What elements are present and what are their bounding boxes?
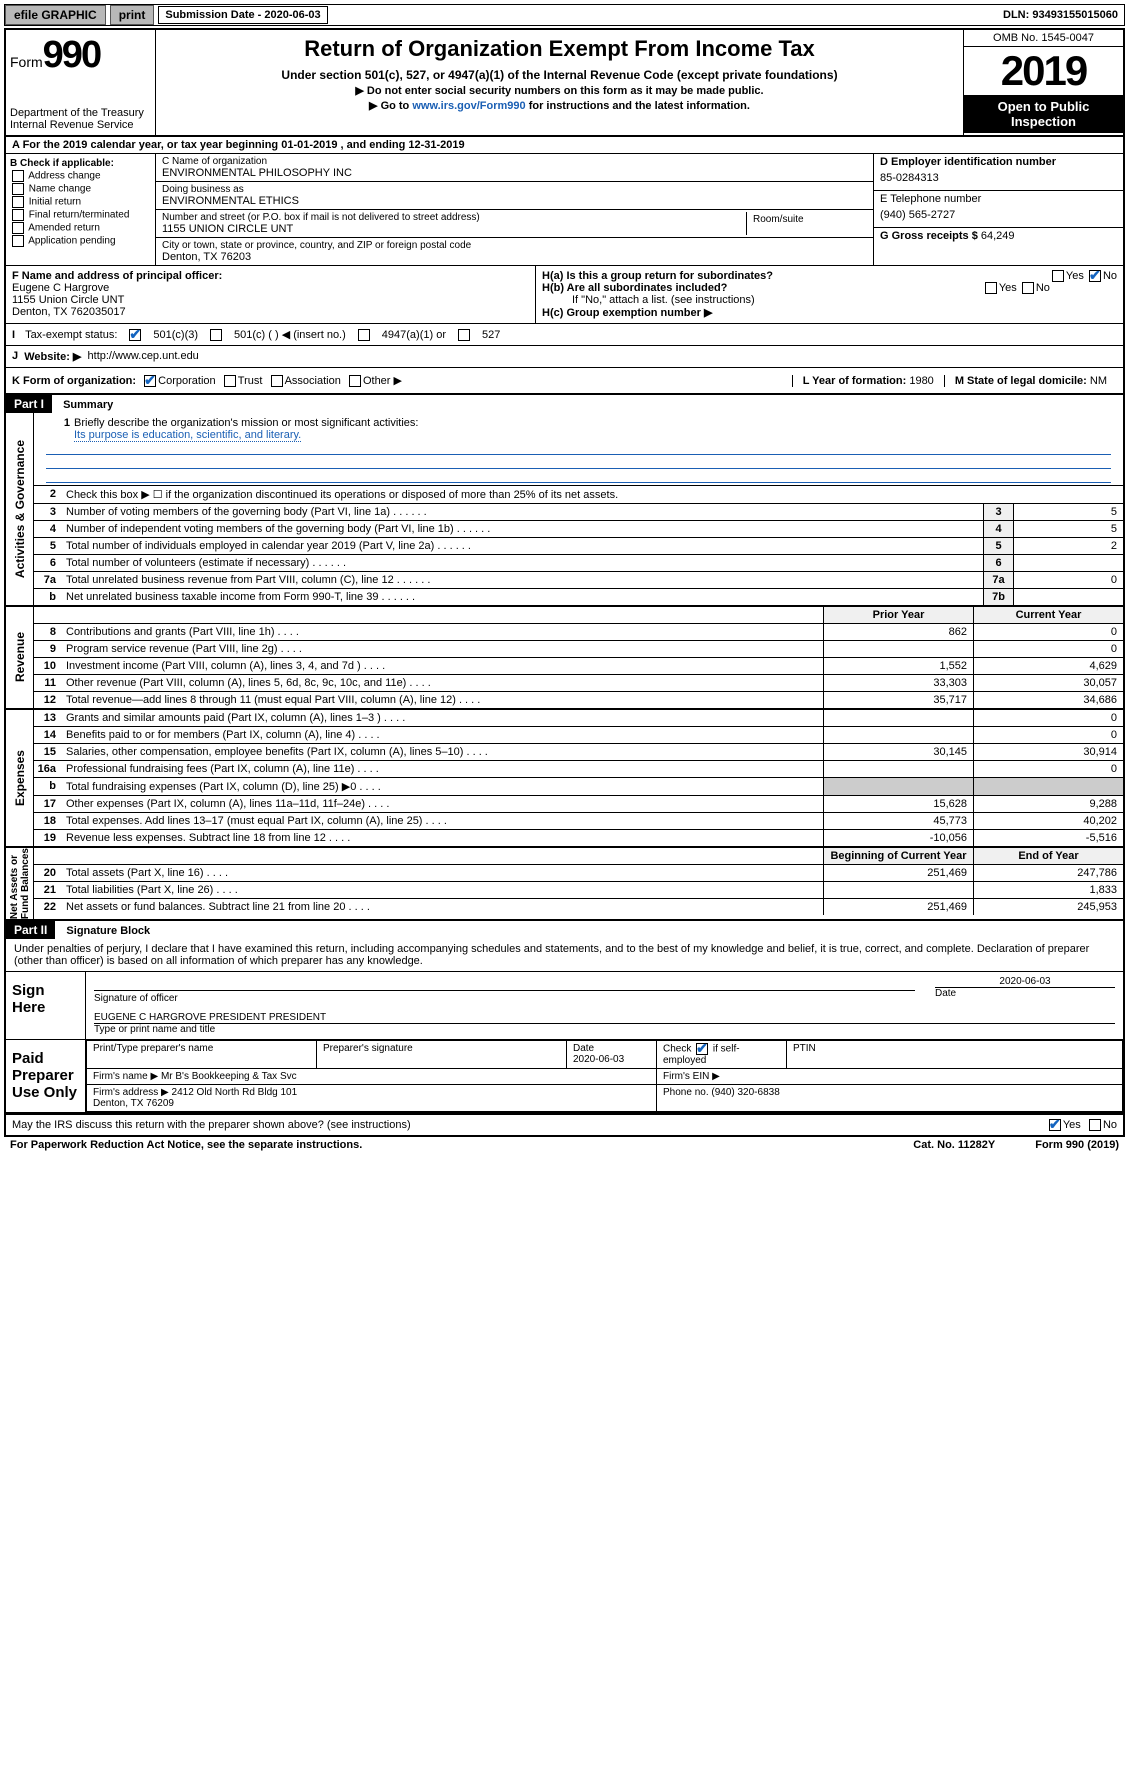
form-number: 990	[43, 34, 100, 76]
box-j: J Website: ▶ http://www.cep.unt.edu	[4, 346, 1125, 368]
form-header: Form990 Department of the Treasury Inter…	[4, 28, 1125, 137]
tax-year: 2019	[964, 47, 1123, 95]
tab-governance: Activities & Governance	[6, 413, 34, 605]
main-title: Return of Organization Exempt From Incom…	[164, 36, 955, 62]
instruction-line-2: ▶ Go to www.irs.gov/Form990 for instruct…	[164, 99, 955, 112]
department: Department of the Treasury Internal Reve…	[10, 107, 151, 131]
box-b: B Check if applicable: Address change Na…	[6, 154, 156, 265]
line-3: 3Number of voting members of the governi…	[34, 504, 1123, 521]
box-k: K Form of organization: Corporation Trus…	[4, 368, 1125, 395]
form-label: Form	[10, 54, 43, 70]
line-22: 22Net assets or fund balances. Subtract …	[34, 899, 1123, 915]
line-9: 9Program service revenue (Part VIII, lin…	[34, 641, 1123, 658]
line-15: 15Salaries, other compensation, employee…	[34, 744, 1123, 761]
line-6: 6Total number of volunteers (estimate if…	[34, 555, 1123, 572]
form990-link[interactable]: www.irs.gov/Form990	[412, 100, 525, 112]
line-10: 10Investment income (Part VIII, column (…	[34, 658, 1123, 675]
line-17: 17Other expenses (Part IX, column (A), l…	[34, 796, 1123, 813]
q1: Briefly describe the organization's miss…	[70, 417, 1115, 429]
line-13: 13Grants and similar amounts paid (Part …	[34, 710, 1123, 727]
efile-button[interactable]: efile GRAPHIC	[5, 5, 106, 25]
line-11: 11Other revenue (Part VIII, column (A), …	[34, 675, 1123, 692]
line-8: 8Contributions and grants (Part VIII, li…	[34, 624, 1123, 641]
mission-text: Its purpose is education, scientific, an…	[74, 429, 301, 442]
box-i: I Tax-exempt status: 501(c)(3) 501(c) ( …	[4, 324, 1125, 346]
line-21: 21Total liabilities (Part X, line 26) . …	[34, 882, 1123, 899]
line-14: 14Benefits paid to or for members (Part …	[34, 727, 1123, 744]
period-row: A For the 2019 calendar year, or tax yea…	[4, 137, 1125, 154]
top-toolbar: efile GRAPHIC print Submission Date - 20…	[4, 4, 1125, 26]
part2-header: Part II	[6, 921, 55, 939]
part2-title: Signature Block	[58, 923, 158, 939]
line-16a: 16aProfessional fundraising fees (Part I…	[34, 761, 1123, 778]
line-7a: 7aTotal unrelated business revenue from …	[34, 572, 1123, 589]
preparer-table: Print/Type preparer's name Preparer's si…	[86, 1040, 1123, 1112]
box-c: C Name of organizationENVIRONMENTAL PHIL…	[156, 154, 873, 265]
paperwork-notice: For Paperwork Reduction Act Notice, see …	[10, 1139, 362, 1151]
cat-no: Cat. No. 11282Y	[913, 1139, 995, 1151]
subtitle: Under section 501(c), 527, or 4947(a)(1)…	[164, 68, 955, 82]
line-12: 12Total revenue—add lines 8 through 11 (…	[34, 692, 1123, 708]
print-button[interactable]: print	[110, 5, 155, 25]
line-b: bNet unrelated business taxable income f…	[34, 589, 1123, 605]
sign-here-label: Sign Here	[6, 972, 86, 1039]
form-footer: Form 990 (2019)	[1035, 1139, 1119, 1151]
box-f: F Name and address of principal officer:…	[6, 266, 536, 323]
box-h: H(a) Is this a group return for subordin…	[536, 266, 1123, 323]
box-d: D Employer identification number85-02843…	[874, 154, 1123, 191]
submission-date: Submission Date - 2020-06-03	[158, 6, 327, 24]
instruction-line-1: ▶ Do not enter social security numbers o…	[164, 84, 955, 97]
line-20: 20Total assets (Part X, line 16) . . . .…	[34, 865, 1123, 882]
part1-title: Summary	[55, 397, 121, 413]
tab-revenue: Revenue	[6, 607, 34, 708]
line-5: 5Total number of individuals employed in…	[34, 538, 1123, 555]
box-g: G Gross receipts $ 64,249	[874, 228, 1123, 244]
line-b: bTotal fundraising expenses (Part IX, co…	[34, 778, 1123, 796]
line-18: 18Total expenses. Add lines 13–17 (must …	[34, 813, 1123, 830]
discuss-row: May the IRS discuss this return with the…	[4, 1115, 1125, 1137]
omb-number: OMB No. 1545-0047	[964, 30, 1123, 47]
tab-net-assets: Net Assets orFund Balances	[6, 848, 34, 919]
part1-header: Part I	[6, 395, 52, 413]
dln: DLN: 93493155015060	[997, 7, 1124, 23]
tab-expenses: Expenses	[6, 710, 34, 846]
perjury-text: Under penalties of perjury, I declare th…	[6, 939, 1123, 972]
open-public-badge: Open to Public Inspection	[964, 95, 1123, 133]
paid-preparer-label: Paid Preparer Use Only	[6, 1040, 86, 1112]
line-19: 19Revenue less expenses. Subtract line 1…	[34, 830, 1123, 846]
line-4: 4Number of independent voting members of…	[34, 521, 1123, 538]
box-e: E Telephone number(940) 565-2727	[874, 191, 1123, 228]
